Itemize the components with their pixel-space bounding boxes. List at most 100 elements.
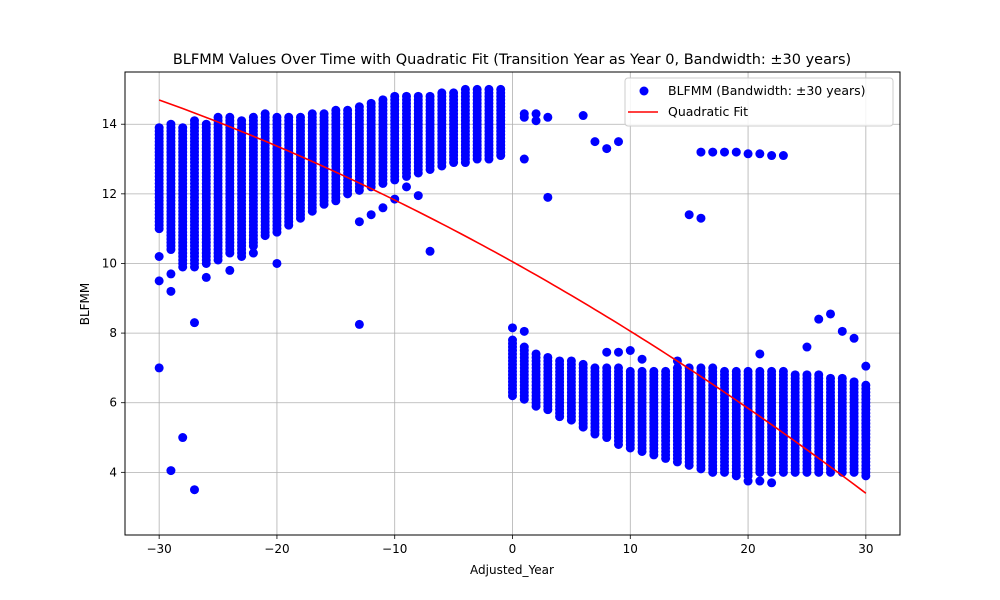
data-point (778, 366, 788, 376)
data-point (755, 349, 765, 359)
data-point (413, 91, 423, 101)
data-point (767, 478, 777, 488)
data-point (401, 91, 411, 101)
y-tick-label: 8 (109, 326, 117, 340)
legend: BLFMM (Bandwidth: ±30 years) Quadratic F… (624, 77, 894, 127)
data-point (543, 192, 553, 202)
data-point (672, 363, 682, 373)
data-point (154, 252, 164, 262)
data-point (826, 309, 836, 319)
data-point (343, 105, 353, 115)
data-point (519, 326, 529, 336)
data-point (201, 119, 211, 129)
x-axis-label: Adjusted_Year (470, 563, 554, 577)
data-point (248, 112, 258, 122)
data-point (720, 147, 730, 157)
data-point (861, 380, 871, 390)
x-tick-label: 0 (509, 542, 517, 556)
data-point (401, 182, 411, 192)
quadratic-fit-line (158, 99, 867, 494)
data-point (366, 210, 376, 220)
data-point (178, 123, 188, 133)
x-tick-label: −20 (264, 542, 289, 556)
data-point (154, 123, 164, 133)
data-point (166, 286, 176, 296)
data-point (590, 363, 600, 373)
data-point (248, 248, 258, 258)
data-point (826, 373, 836, 383)
data-point (260, 109, 270, 119)
data-point (696, 213, 706, 223)
data-point (519, 342, 529, 352)
data-point (154, 363, 164, 373)
data-point (354, 319, 364, 329)
data-point (743, 476, 753, 486)
data-point (496, 84, 506, 94)
data-point (614, 363, 624, 373)
data-point (614, 137, 624, 147)
data-point (637, 366, 647, 376)
data-point (272, 258, 282, 268)
chart-title: BLFMM Values Over Time with Quadratic Fi… (173, 52, 851, 68)
data-point (720, 366, 730, 376)
data-point (684, 210, 694, 220)
data-point (390, 91, 400, 101)
data-point (814, 370, 824, 380)
data-point (578, 359, 588, 369)
data-point (460, 84, 470, 94)
data-point (508, 323, 517, 333)
data-point (425, 91, 435, 101)
data-point (602, 144, 612, 154)
x-tick-label: 10 (623, 542, 638, 556)
data-point (696, 363, 706, 373)
data-point (201, 272, 211, 282)
data-point (519, 109, 529, 119)
data-point (731, 366, 741, 376)
data-point (189, 116, 199, 126)
data-point (578, 111, 588, 121)
data-point (755, 366, 765, 376)
data-point (295, 112, 305, 122)
x-tick-label: 30 (858, 542, 873, 556)
data-point (213, 112, 223, 122)
data-point (602, 347, 612, 357)
y-tick-label: 12 (102, 187, 117, 201)
data-point (767, 151, 777, 161)
y-tick-label: 10 (102, 256, 117, 270)
y-tick-label: 6 (109, 396, 117, 410)
data-point (837, 373, 847, 383)
data-point (166, 269, 176, 279)
data-point (154, 276, 164, 286)
data-point (637, 354, 647, 364)
data-point (166, 119, 176, 129)
data-point (413, 191, 423, 201)
data-point (225, 265, 235, 275)
data-point (837, 326, 847, 336)
data-point (189, 318, 199, 328)
legend-label-scatter: BLFMM (Bandwidth: ±30 years) (668, 83, 866, 98)
data-point (472, 84, 482, 94)
data-point (696, 147, 706, 157)
data-point (755, 149, 765, 159)
data-point (178, 433, 188, 443)
data-point (802, 342, 812, 352)
data-point (225, 112, 235, 122)
data-point (755, 476, 765, 486)
axis-ticks: −30 −20 −10 0 10 20 30 4 6 8 10 12 14 (102, 117, 874, 556)
data-point (189, 485, 199, 495)
data-point (861, 361, 871, 371)
data-point (543, 112, 553, 122)
x-tick-label: −10 (382, 542, 407, 556)
data-point (543, 352, 553, 362)
data-point (767, 366, 777, 376)
legend-label-fit: Quadratic Fit (668, 104, 748, 119)
data-point (319, 109, 329, 119)
data-point (449, 88, 459, 98)
legend-box (624, 77, 894, 127)
data-point (590, 137, 600, 147)
data-point (802, 370, 812, 380)
data-point (602, 363, 612, 373)
data-point (531, 116, 541, 126)
data-point (555, 356, 565, 366)
data-point (661, 366, 671, 376)
